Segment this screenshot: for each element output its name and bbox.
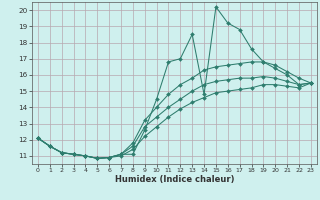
X-axis label: Humidex (Indice chaleur): Humidex (Indice chaleur) (115, 175, 234, 184)
